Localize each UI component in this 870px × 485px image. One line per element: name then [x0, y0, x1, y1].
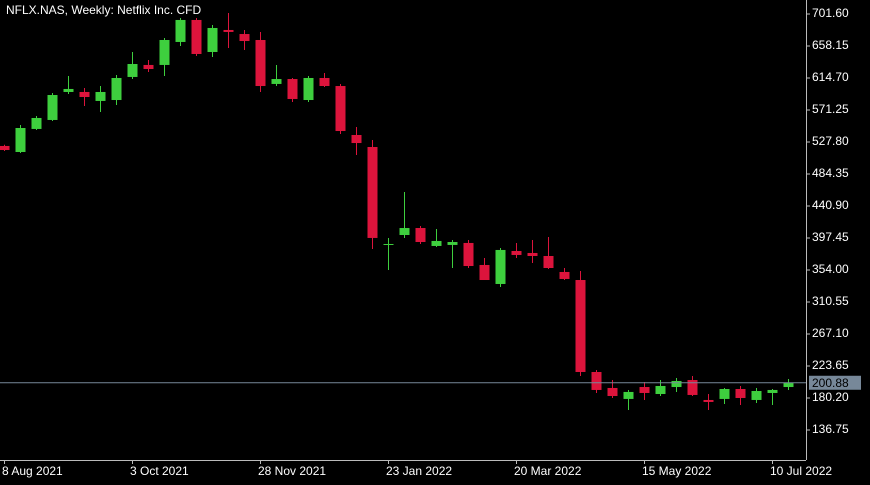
candle-body: [719, 389, 730, 399]
candle-body: [383, 243, 394, 245]
candle-body: [303, 77, 314, 101]
candle-body: [447, 242, 458, 245]
candle-body: [143, 64, 154, 70]
y-tick-label: 354.00: [812, 262, 849, 276]
y-tick-label: 527.80: [812, 134, 849, 148]
y-tick-label: 223.65: [812, 358, 849, 372]
candle-body: [223, 29, 234, 32]
candle-body: [751, 390, 762, 400]
candle-body: [15, 127, 26, 153]
y-tick-label: 180.20: [812, 390, 849, 404]
x-tick-label: 8 Aug 2021: [2, 464, 63, 478]
candle-body: [543, 255, 554, 269]
candle-body: [31, 117, 42, 129]
candle-body: [687, 380, 698, 395]
candle-body: [47, 95, 58, 120]
y-tick-label: 440.90: [812, 198, 849, 212]
y-tick-label: 267.10: [812, 326, 849, 340]
candle-body: [559, 271, 570, 279]
candle-body: [399, 228, 410, 236]
candle-body: [63, 88, 74, 92]
y-tick-label: 310.55: [812, 294, 849, 308]
x-tick-label: 10 Jul 2022: [770, 464, 832, 478]
candle-body: [607, 387, 618, 397]
candle-body: [575, 280, 586, 372]
x-tick-label: 20 Mar 2022: [514, 464, 582, 478]
candle-body: [271, 79, 282, 84]
candle-body: [767, 389, 778, 393]
last-price-label: 200.88: [812, 376, 849, 390]
candle-body: [351, 134, 362, 144]
candle-body: [431, 240, 442, 246]
candle-body: [639, 387, 650, 393]
x-tick-label: 28 Nov 2021: [258, 464, 326, 478]
y-tick-label: 701.60: [812, 6, 849, 20]
candle-body: [175, 19, 186, 42]
candle-body: [367, 146, 378, 238]
candle-body: [255, 39, 266, 87]
candle-body: [463, 242, 474, 267]
candle-body: [735, 389, 746, 398]
candle-body: [159, 39, 170, 65]
last-price-box: [809, 375, 861, 390]
candle-body: [319, 77, 330, 87]
y-tick-label: 484.35: [812, 166, 849, 180]
candle-body: [703, 399, 714, 402]
candle-body: [111, 77, 122, 101]
y-tick-label: 658.15: [812, 38, 849, 52]
candle-body: [415, 228, 426, 243]
x-tick-label: 23 Jan 2022: [386, 464, 452, 478]
candle-body: [335, 86, 346, 132]
candle-body: [95, 91, 106, 101]
candle-body: [479, 264, 490, 281]
candle-body: [511, 250, 522, 255]
candle-body: [623, 391, 634, 399]
y-tick-label: 614.70: [812, 70, 849, 84]
chart-title: NFLX.NAS, Weekly: Netflix Inc. CFD: [6, 3, 201, 17]
candle-body: [79, 91, 90, 97]
candle-body: [671, 380, 682, 388]
y-tick-label: 571.25: [812, 102, 849, 116]
candle-body: [591, 371, 602, 390]
candle-body: [783, 382, 794, 388]
candle-body: [495, 249, 506, 284]
candle-body: [239, 34, 250, 42]
y-tick-label: 136.75: [812, 422, 849, 436]
x-tick-label: 3 Oct 2021: [130, 464, 189, 478]
candle-body: [127, 63, 138, 77]
candle-body: [287, 79, 298, 99]
candle-body: [191, 19, 202, 54]
y-tick-label: 397.45: [812, 230, 849, 244]
candle-body: [527, 252, 538, 256]
candle-body: [0, 145, 10, 151]
x-tick-label: 15 May 2022: [642, 464, 712, 478]
candle-body: [207, 27, 218, 52]
candle-body: [655, 385, 666, 395]
